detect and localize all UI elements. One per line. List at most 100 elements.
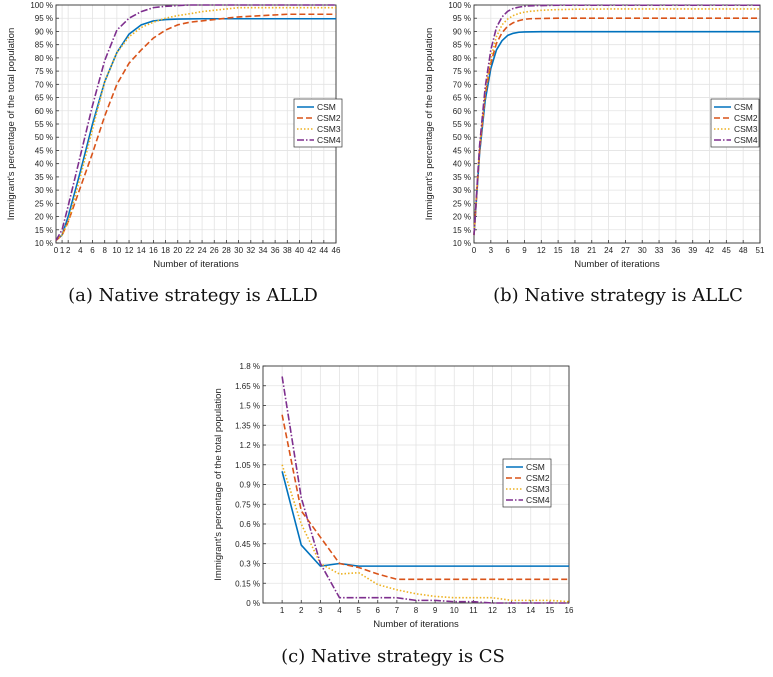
y-tick-label: 50 %: [453, 133, 471, 142]
x-tick-label: 34: [259, 246, 268, 255]
x-tick-label: 9: [522, 246, 527, 255]
y-tick-label: 25 %: [35, 199, 53, 208]
x-tick-label: 13: [507, 606, 516, 615]
x-tick-label: 28: [222, 246, 231, 255]
x-tick-label: 2: [66, 246, 71, 255]
x-tick-label: 6: [376, 606, 381, 615]
series-line-csm4: [473, 4, 760, 236]
y-tick-label: 95 %: [453, 14, 471, 23]
legend-label-csm2: CSM2: [526, 473, 550, 483]
y-tick-label: 1.8 %: [240, 362, 260, 371]
y-tick-label: 40 %: [453, 160, 471, 169]
x-tick-label: 12: [488, 606, 497, 615]
x-tick-label: 36: [671, 246, 680, 255]
x-tick-label: 27: [621, 246, 630, 255]
y-tick-label: 100 %: [448, 1, 471, 10]
y-tick-label: 15 %: [35, 226, 53, 235]
x-tick-label: 10: [112, 246, 121, 255]
legend-label-csm3: CSM3: [317, 124, 341, 134]
x-axis-label: Number of iterations: [373, 619, 459, 630]
x-tick-label: 6: [90, 246, 95, 255]
x-tick-label: 15: [545, 606, 554, 615]
y-tick-label: 50 %: [35, 133, 53, 142]
y-tick-label: 0.75 %: [235, 500, 260, 509]
x-tick-label: 26: [210, 246, 219, 255]
x-tick-label: 20: [173, 246, 182, 255]
y-tick-label: 55 %: [453, 120, 471, 129]
x-tick-label: 0: [472, 246, 477, 255]
y-tick-label: 80 %: [453, 54, 471, 63]
y-tick-label: 15 %: [453, 226, 471, 235]
y-tick-label: 0.6 %: [240, 520, 260, 529]
y-tick-label: 40 %: [35, 160, 53, 169]
y-tick-label: 45 %: [453, 146, 471, 155]
legend-label-csm2: CSM2: [317, 113, 341, 123]
y-tick-label: 85 %: [35, 41, 53, 50]
chart-c: 0 % 0.15 % 0.3 % 0.45 % 0.6 % 0.75 % 0.9 % 1.05…: [213, 362, 574, 630]
y-tick-label: 95 %: [35, 14, 53, 23]
y-tick-label: 0 %: [246, 599, 260, 608]
y-tick-label: 85 %: [453, 41, 471, 50]
y-tick-label: 0.9 %: [240, 481, 260, 490]
series-line-csm4: [55, 4, 336, 241]
legend-label-csm4: CSM4: [734, 135, 758, 145]
series-line-csm: [281, 471, 569, 567]
x-tick-label: 38: [283, 246, 292, 255]
y-axis-label: Immigrant's percentage of the total popu…: [424, 28, 435, 220]
x-tick-label: 24: [198, 246, 207, 255]
y-tick-label: 90 %: [453, 27, 471, 36]
x-tick-label: 18: [570, 246, 579, 255]
x-tick-label: 42: [705, 246, 714, 255]
series-line-csm3: [55, 6, 336, 241]
x-tick-label: 12: [125, 246, 134, 255]
y-tick-label: 0.15 %: [235, 579, 260, 588]
x-tick-label: 2: [299, 606, 304, 615]
x-tick-label: 14: [137, 246, 146, 255]
y-tick-label: 1.05 %: [235, 461, 260, 470]
legend-label-csm: CSM: [526, 462, 545, 472]
series-line-csm: [55, 17, 336, 241]
y-tick-label: 70 %: [453, 80, 471, 89]
x-tick-label: 51: [756, 246, 765, 255]
y-tick-label: 60 %: [453, 107, 471, 116]
legend-label-csm4: CSM4: [526, 495, 550, 505]
y-tick-label: 80 %: [35, 54, 53, 63]
x-tick-label: 44: [319, 246, 328, 255]
series-line-csm2: [281, 414, 569, 581]
x-tick-label: 15: [554, 246, 563, 255]
x-tick-label: 5: [356, 606, 361, 615]
x-tick-label: 6: [505, 246, 510, 255]
x-tick-label: 16: [565, 606, 574, 615]
y-tick-label: 25 %: [453, 199, 471, 208]
caption-b: (b) Native strategy is ALLC: [493, 285, 743, 306]
y-tick-label: 75 %: [35, 67, 53, 76]
x-tick-label: 7: [395, 606, 400, 615]
y-tick-label: 20 %: [35, 213, 53, 222]
x-tick-label: 9: [433, 606, 438, 615]
y-tick-label: 45 %: [35, 146, 53, 155]
y-axis-label: Immigrant's percentage of the total popu…: [213, 388, 224, 580]
y-tick-label: 60 %: [35, 107, 53, 116]
legend-label-csm3: CSM3: [526, 484, 550, 494]
x-axis-label: Number of iterations: [574, 259, 660, 270]
x-tick-label: 36: [271, 246, 280, 255]
x-tick-label: 30: [234, 246, 243, 255]
chart-b: 10 % 15 % 20 % 25 % 30 % 35 % 40 % 45 % 50 % 55 %…: [424, 1, 765, 270]
y-tick-label: 100 %: [30, 1, 53, 10]
y-tick-label: 0.3 %: [240, 560, 260, 569]
y-tick-label: 55 %: [35, 120, 53, 129]
y-tick-label: 30 %: [453, 186, 471, 195]
x-tick-label: 3: [318, 606, 323, 615]
x-tick-label: 16: [149, 246, 158, 255]
y-tick-label: 30 %: [35, 186, 53, 195]
x-tick-label: 33: [655, 246, 664, 255]
axes-box: [262, 365, 570, 604]
legend-label-csm: CSM: [317, 102, 336, 112]
x-tick-label: 21: [587, 246, 596, 255]
series-line-csm2: [55, 13, 336, 241]
y-tick-label: 1.35 %: [235, 421, 260, 430]
